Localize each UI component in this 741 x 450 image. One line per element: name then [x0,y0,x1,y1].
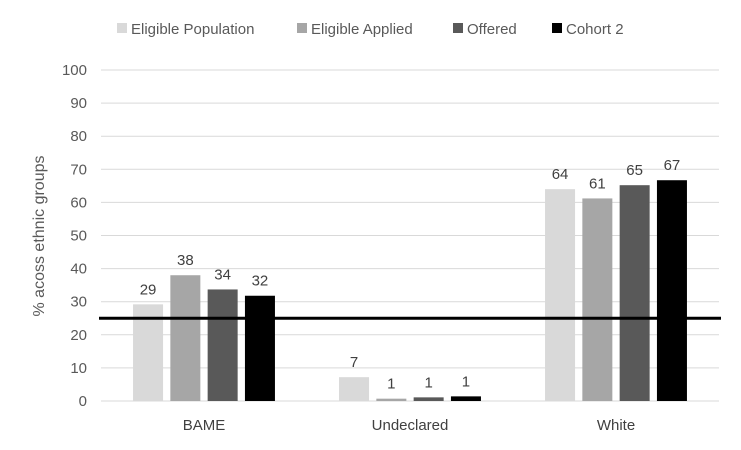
legend-swatch [453,23,463,33]
data-label: 65 [626,162,643,179]
data-label: 29 [140,281,157,298]
legend-swatch [552,23,562,33]
data-label: 1 [424,374,432,391]
y-tick-label: 10 [70,360,87,377]
legend-label: Offered [467,21,517,38]
data-labels: 29 38 34 32 7 1 1 1 64 61 65 67 [140,157,681,392]
bar [413,397,444,401]
bar [656,180,687,401]
bar [339,377,370,401]
y-tick-label: 0 [79,393,87,410]
y-tick-label: 70 [70,161,87,178]
y-tick-label: 100 [62,62,87,79]
data-label: 61 [589,175,606,192]
bar [207,289,238,401]
data-label: 34 [214,266,231,283]
legend-swatch [117,23,127,33]
gridlines [101,69,719,402]
bar [133,304,164,401]
data-label: 7 [350,354,358,371]
y-tick-label: 30 [70,294,87,311]
bar [244,295,275,401]
legend: Eligible Population Eligible Applied Offer… [117,21,624,38]
bar [582,198,613,401]
y-tick-label: 60 [70,194,87,211]
data-label: 38 [177,252,194,269]
data-label: 67 [664,157,681,174]
y-tick-labels: 0 10 20 30 40 50 60 70 80 90 100 [62,62,87,410]
legend-label: Eligible Applied [311,21,413,38]
legend-swatch [297,23,307,33]
y-tick-label: 50 [70,228,87,245]
y-tick-label: 40 [70,261,87,278]
y-tick-label: 20 [70,327,87,344]
data-label: 1 [462,373,470,390]
category-label: BAME [183,417,226,434]
category-label: Undeclared [372,417,449,434]
bar [619,185,650,401]
data-label: 32 [252,273,269,290]
bar [545,189,576,401]
category-label: White [597,417,635,434]
y-tick-label: 80 [70,128,87,145]
y-axis-title: % acoss ethnic groups [31,156,48,317]
category-labels: BAME Undeclared White [183,417,635,434]
data-label: 64 [552,166,569,183]
bar [170,275,201,401]
bars [133,180,687,401]
legend-label: Cohort 2 [566,21,624,38]
y-tick-label: 90 [70,95,87,112]
bar [450,396,481,401]
legend-label: Eligible Population [131,21,254,38]
data-label: 1 [387,376,395,393]
bar [376,398,407,401]
